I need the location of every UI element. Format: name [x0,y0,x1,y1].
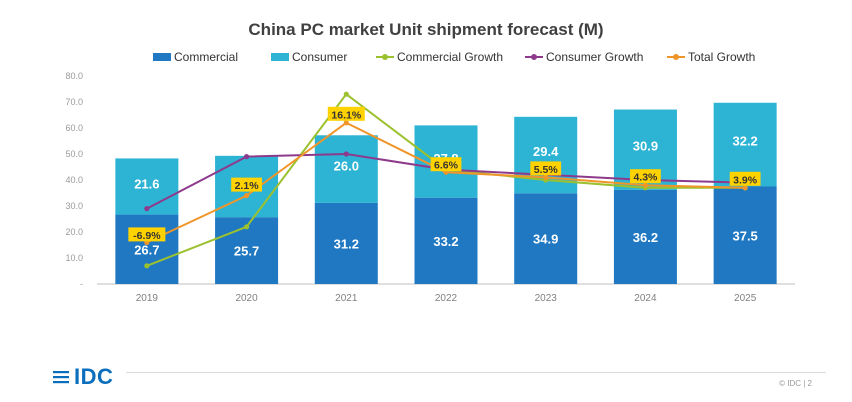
legend-item-consumer-growth: Consumer Growth [525,49,643,65]
legend-item-commercial: Commercial [153,49,238,65]
growth-label-box [231,177,262,192]
y-tick-label: 20.0 [65,227,83,237]
idc-logo-text: IDC [74,364,114,389]
legend-line-commercial-growth [376,53,394,61]
line-point [343,120,349,126]
bar-label-commercial: 25.7 [234,244,259,259]
legend-line-total-growth [667,53,685,61]
growth-label: 3.9% [733,174,758,186]
line-point [742,185,748,191]
legend-label-commercial-growth: Commercial Growth [397,50,504,64]
bar-label-commercial: 37.5 [732,228,757,243]
bar-label-consumer: 26.0 [334,159,359,174]
line-point [543,174,549,180]
legend-item-consumer: Consumer [271,49,347,65]
line-point [243,224,250,230]
x-tick-label: 2020 [235,293,258,304]
chart-title: China PC market Unit shipment forecast (… [248,20,604,39]
legend-label-consumer-growth: Consumer Growth [546,50,644,64]
legend-swatch-commercial [153,53,171,61]
growth-label-box [630,169,661,184]
x-tick-label: 2025 [734,293,757,304]
bar-label-commercial: 34.9 [533,232,558,247]
x-tick-label: 2022 [435,293,458,304]
y-tick-label: - [80,279,83,289]
growth-label-box [327,106,365,121]
bar-commercial [613,189,677,284]
footer-page-info: © IDC | 2 [779,379,812,388]
y-tick-label: 60.0 [65,123,83,133]
line-point [144,206,150,212]
line-point [642,182,649,188]
growth-label: -6.9% [133,230,161,242]
legend-swatch-consumer [271,53,289,61]
idc-logo: IDC [52,364,113,390]
bar-consumer [314,135,378,203]
y-tick-label: 80.0 [65,71,83,81]
bar-label-consumer: 29.4 [533,144,559,159]
line-point [243,193,250,199]
x-tick-label: 2023 [535,293,558,304]
line-point [243,154,250,160]
growth-label-box [729,171,761,186]
bar-commercial [115,214,179,284]
bar-label-consumer: 32.2 [732,133,757,148]
growth-label-box [530,161,562,176]
bar-label-commercial: 33.2 [433,234,458,249]
bar-commercial [414,197,478,284]
growth-label: 6.6% [434,160,459,172]
line-point [343,91,349,97]
growth-label-box [128,227,166,242]
growth-label: 2.1% [235,180,260,192]
legend-item-commercial-growth: Commercial Growth [376,49,503,65]
x-tick-label: 2021 [335,293,358,304]
bar-label-commercial: 31.2 [334,236,359,251]
x-tick-label: 2024 [634,293,657,304]
bar-label-commercial: 26.7 [134,242,159,257]
bar-commercial [713,186,777,284]
x-tick-label: 2019 [136,293,159,304]
y-tick-label: 50.0 [65,149,83,159]
line-point [144,263,150,269]
y-tick-label: 10.0 [65,253,83,263]
y-tick-label: 30.0 [65,201,83,211]
bar-commercial [514,193,578,284]
y-tick-label: 40.0 [65,175,83,185]
legend-label-total-growth: Total Growth [688,50,756,64]
bar-label-consumer: 21.6 [134,177,159,192]
growth-label-box [430,157,462,172]
legend: Commercial Consumer Commercial Growth Co… [0,49,852,65]
growth-label: 5.5% [534,164,559,176]
bar-label-commercial: 36.2 [633,230,658,245]
bar-consumer [115,158,179,215]
legend-label-consumer: Consumer [292,50,348,64]
legend-item-total-growth: Total Growth [667,49,755,65]
bar-label-consumer: 30.9 [633,139,658,154]
legend-label-commercial: Commercial [174,50,239,64]
legend-line-consumer-growth [525,53,543,61]
bar-commercial [314,202,378,284]
growth-label: 16.1% [331,109,361,121]
idc-logo-icon [53,371,69,384]
growth-label: 4.3% [633,172,658,184]
footer-divider [126,372,826,373]
line-point [343,151,349,157]
y-tick-label: 70.0 [65,97,83,107]
